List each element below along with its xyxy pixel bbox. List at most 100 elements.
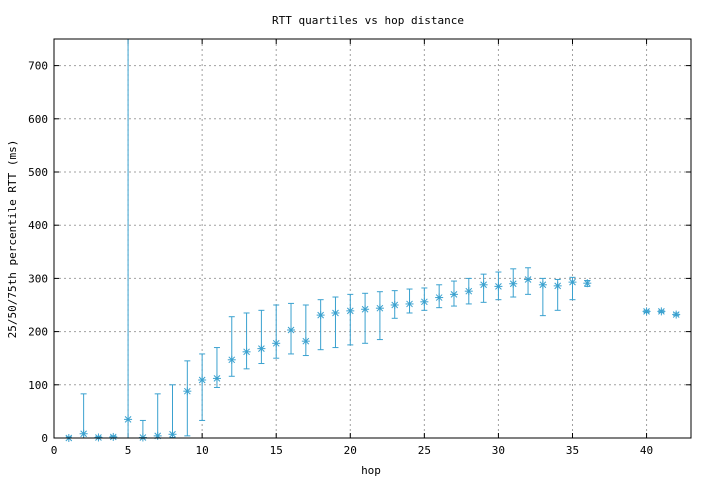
median-marker [657, 307, 666, 316]
median-marker [124, 415, 133, 424]
data-point [568, 276, 577, 301]
marker-stroke [302, 337, 310, 345]
data-point [553, 278, 562, 311]
data-point [390, 290, 399, 319]
median-marker [524, 275, 533, 284]
data-point [642, 307, 651, 316]
marker-stroke [198, 376, 206, 384]
median-marker [509, 279, 518, 288]
median-marker [672, 310, 681, 319]
marker-stroke [495, 283, 502, 290]
data-point [449, 280, 458, 307]
data-point [361, 292, 370, 344]
median-marker [435, 293, 444, 302]
median-marker [553, 281, 562, 290]
marker-stroke [465, 287, 473, 295]
median-marker [449, 290, 458, 299]
x-tick-label: 15 [270, 444, 283, 457]
data-point [153, 393, 162, 440]
median-marker [198, 376, 207, 385]
marker-stroke [228, 356, 236, 364]
data-point [301, 304, 310, 357]
data-point [79, 393, 88, 439]
data-point [227, 316, 236, 377]
marker-stroke [169, 430, 176, 438]
median-marker [183, 387, 192, 396]
data-point [346, 293, 355, 346]
y-tick-label: 600 [28, 113, 48, 126]
median-marker [464, 287, 473, 296]
data-point [672, 310, 681, 319]
median-marker [405, 299, 414, 308]
marker-stroke [80, 430, 87, 438]
marker-stroke [332, 309, 339, 317]
median-marker [479, 280, 488, 289]
median-marker [153, 431, 162, 440]
marker-stroke [480, 281, 487, 289]
data-point [657, 307, 666, 316]
data-point [494, 271, 503, 301]
y-tick-label: 400 [28, 219, 48, 232]
marker-stroke [109, 433, 117, 441]
marker-stroke [376, 304, 384, 312]
data-point [168, 384, 177, 439]
data-point [538, 277, 547, 317]
median-marker [227, 355, 236, 364]
median-marker [301, 337, 310, 346]
marker-stroke [658, 308, 665, 315]
data-point [272, 304, 281, 359]
median-marker [568, 278, 577, 287]
marker-stroke [95, 434, 102, 441]
data-point [405, 288, 414, 314]
marker-stroke [213, 375, 221, 382]
y-axis-label: 25/50/75th percentile RTT (ms) [6, 140, 19, 339]
data-point [435, 284, 444, 309]
marker-stroke [139, 434, 147, 441]
marker-stroke [583, 279, 591, 287]
y-tick-label: 700 [28, 60, 48, 73]
x-axis-label: hop [361, 464, 381, 477]
marker-stroke [183, 387, 191, 395]
x-tick-label: 5 [125, 444, 132, 457]
x-tick-label: 35 [566, 444, 579, 457]
y-tick-label: 300 [28, 272, 48, 285]
plot-frame [53, 38, 692, 439]
data-point [198, 353, 207, 421]
data-point [420, 287, 429, 311]
median-marker [375, 304, 384, 313]
data-point [212, 347, 221, 388]
median-marker [494, 282, 503, 291]
median-marker [287, 326, 296, 335]
median-marker [94, 433, 103, 442]
marker-stroke [509, 280, 517, 288]
y-tick-label: 200 [28, 326, 48, 339]
marker-stroke [435, 294, 443, 301]
marker-stroke [243, 348, 250, 356]
median-marker [242, 347, 251, 356]
marker-stroke [317, 311, 325, 319]
data-point [109, 432, 118, 441]
chart-title: RTT quartiles vs hop distance [272, 14, 464, 27]
x-tick-label: 0 [51, 444, 58, 457]
marker-stroke [272, 339, 280, 347]
median-marker [79, 429, 88, 438]
data-point [509, 268, 518, 298]
data-point [524, 267, 533, 295]
marker-stroke [524, 276, 532, 283]
data-point [316, 299, 325, 351]
data-point [183, 360, 192, 437]
y-tick-label: 0 [41, 432, 48, 445]
data-point [257, 309, 266, 365]
x-tick-label: 25 [418, 444, 431, 457]
marker-stroke [287, 326, 295, 334]
median-marker [257, 344, 266, 353]
marker-stroke [406, 300, 413, 308]
median-marker [272, 339, 281, 348]
data-point [583, 279, 592, 288]
median-marker [316, 311, 325, 320]
median-marker [390, 301, 399, 309]
marker-stroke [124, 416, 132, 423]
median-marker [538, 280, 547, 289]
x-tick-label: 10 [196, 444, 209, 457]
